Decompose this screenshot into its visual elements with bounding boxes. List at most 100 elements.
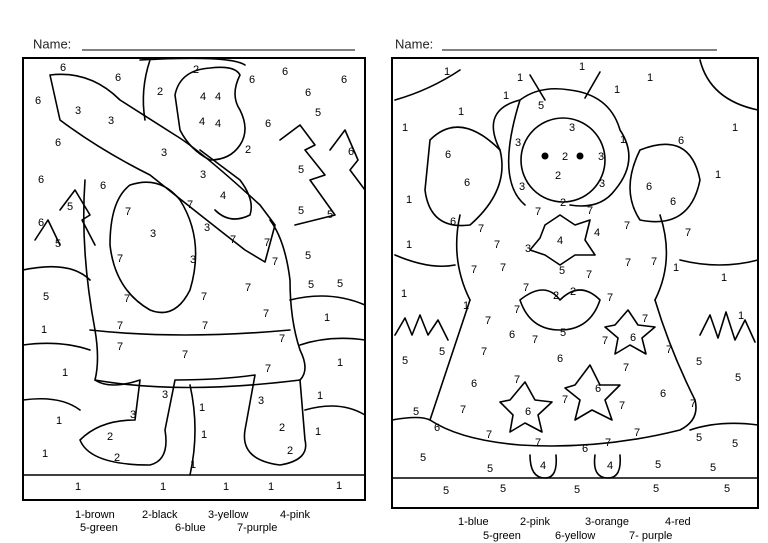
region-number: 2 <box>555 170 561 182</box>
region-number: 1 <box>199 402 205 414</box>
region-number: 6 <box>582 443 588 455</box>
region-number: 7 <box>279 333 285 345</box>
region-number: 1 <box>315 426 321 438</box>
region-number: 7 <box>605 437 611 449</box>
region-number: 7 <box>117 253 123 265</box>
region-number: 1 <box>620 134 626 146</box>
region-number: 6 <box>38 217 44 229</box>
region-number: 6 <box>445 149 451 161</box>
region-number: 3 <box>519 181 525 193</box>
key-item: 4-pink <box>280 509 310 521</box>
region-number: 7 <box>500 262 506 274</box>
outline <box>22 265 366 351</box>
region-number: 7 <box>125 206 131 218</box>
region-number: 4 <box>607 460 613 472</box>
region-number: 6 <box>471 378 477 390</box>
outline <box>424 126 701 227</box>
region-number: 5 <box>653 483 659 495</box>
region-number: 1 <box>715 169 721 181</box>
outline <box>499 309 656 433</box>
region-number: 7 <box>523 282 529 294</box>
region-number: 5 <box>327 209 333 221</box>
region-number: 7 <box>666 344 672 356</box>
region-number: 6 <box>525 406 531 418</box>
region-number: 7 <box>690 398 696 410</box>
region-number: 6 <box>670 196 676 208</box>
region-number: 7 <box>685 227 691 239</box>
region-number: 5 <box>696 356 702 368</box>
region-number: 5 <box>305 250 311 262</box>
region-number: 3 <box>161 147 167 159</box>
outline <box>519 289 601 331</box>
key-item: 1-blue <box>458 516 489 528</box>
outline <box>492 87 630 207</box>
region-number: 1 <box>317 390 323 402</box>
region-number: 3 <box>598 151 604 163</box>
region-number: 1 <box>41 324 47 336</box>
region-number: 6 <box>557 353 563 365</box>
region-number: 5 <box>487 463 493 475</box>
outline <box>199 149 253 220</box>
outline <box>394 311 756 343</box>
region-number: 4 <box>199 116 205 128</box>
region-number: 3 <box>569 122 575 134</box>
region-number: 5 <box>315 107 321 119</box>
region-number: 5 <box>413 406 419 418</box>
region-number: 7 <box>514 374 520 386</box>
region-number: 7 <box>202 320 208 332</box>
region-number: 1 <box>647 72 653 84</box>
region-number: 5 <box>538 100 544 112</box>
key-item: 3-yellow <box>208 509 248 521</box>
region-number: 3 <box>130 409 136 421</box>
key-item: 3-orange <box>585 516 629 528</box>
region-number: 5 <box>574 484 580 496</box>
region-number: 5 <box>655 459 661 471</box>
region-number: 4 <box>220 190 226 202</box>
key-item: 6-blue <box>175 522 206 534</box>
region-number: 7 <box>602 335 608 347</box>
region-number: 3 <box>150 228 156 240</box>
region-number: 1 <box>42 448 48 460</box>
region-number: 1 <box>673 262 679 274</box>
outline <box>279 124 366 226</box>
region-number: 2 <box>114 452 120 464</box>
region-number: 7 <box>117 320 123 332</box>
region-number: 7 <box>535 437 541 449</box>
region-number: 5 <box>560 327 566 339</box>
region-number: 1 <box>458 106 464 118</box>
region-number: 7 <box>481 346 487 358</box>
region-number: 1 <box>402 122 408 134</box>
region-number: 5 <box>420 452 426 464</box>
region-number: 7 <box>485 315 491 327</box>
region-number: 6 <box>60 62 66 74</box>
region-number: 7 <box>494 239 500 251</box>
outline <box>455 214 668 301</box>
region-number: 5 <box>724 483 730 495</box>
region-number: 7 <box>117 341 123 353</box>
region-number: 3 <box>258 395 264 407</box>
region-number: 6 <box>265 118 271 130</box>
region-number: 4 <box>200 91 206 103</box>
region-number: 1 <box>463 300 469 312</box>
region-number: 6 <box>348 146 354 158</box>
region-number: 7 <box>624 220 630 232</box>
key-item: 4-red <box>665 516 691 528</box>
region-number: 6 <box>450 216 456 228</box>
outline <box>529 214 596 266</box>
region-number: 7 <box>201 291 207 303</box>
region-number: 7 <box>478 223 484 235</box>
region-number: 1 <box>201 429 207 441</box>
region-number: 6 <box>434 422 440 434</box>
outline <box>139 57 246 121</box>
region-number: 6 <box>595 383 601 395</box>
region-number: 5 <box>43 291 49 303</box>
region-number: 1 <box>406 194 412 206</box>
region-number: 1 <box>614 84 620 96</box>
region-number: 5 <box>298 205 304 217</box>
eye <box>576 152 584 160</box>
region-number: 5 <box>402 355 408 367</box>
outline <box>34 189 96 246</box>
region-number: 1 <box>732 122 738 134</box>
